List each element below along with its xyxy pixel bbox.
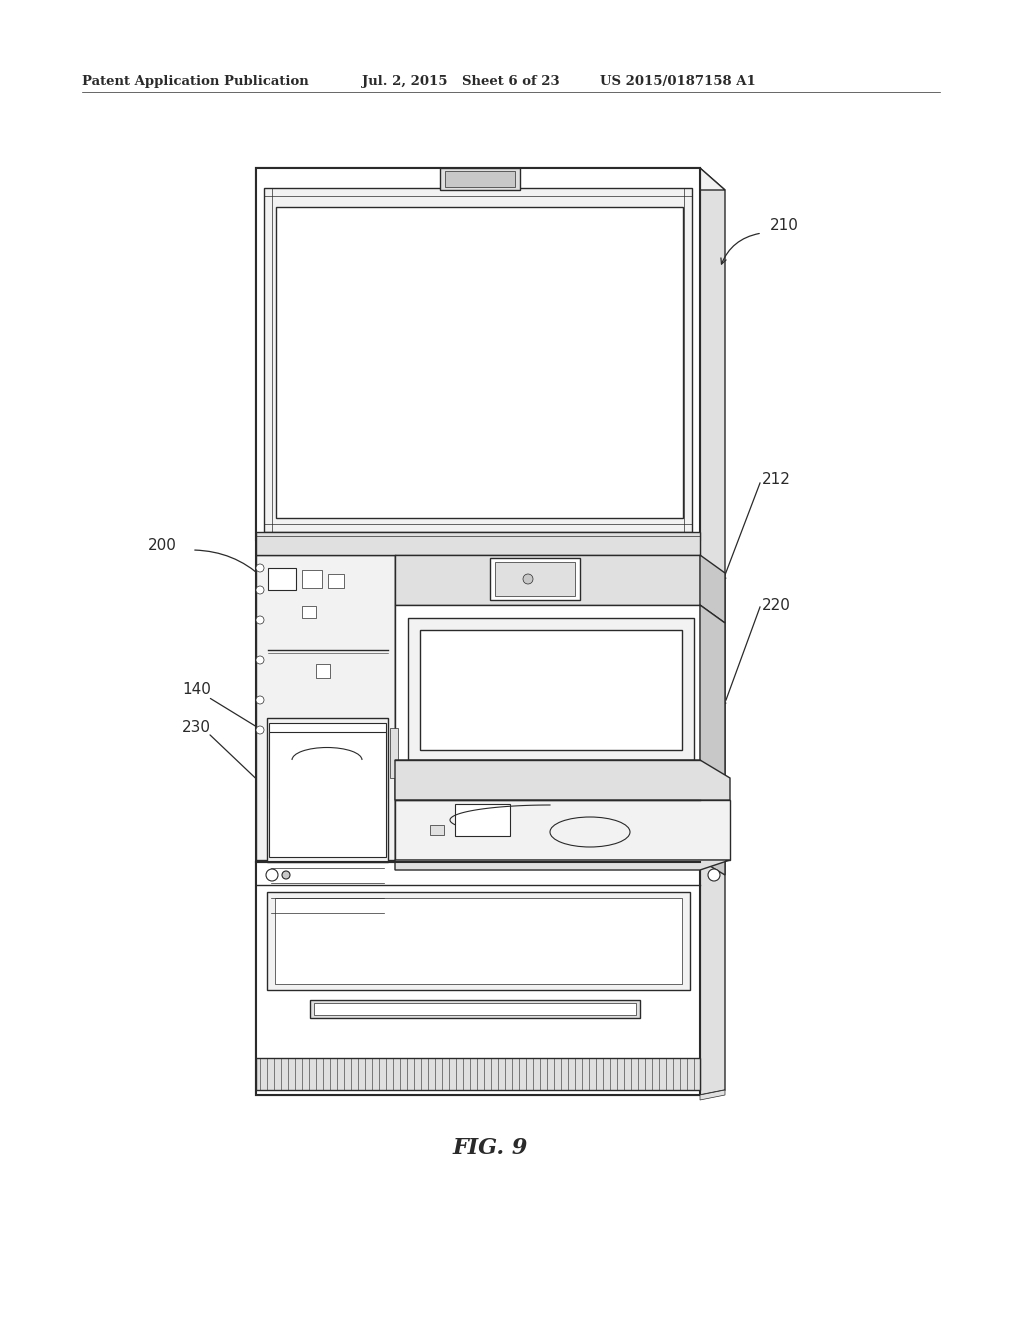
Circle shape [256, 696, 264, 704]
Bar [310, 1001, 640, 1018]
Text: 140: 140 [182, 682, 211, 697]
Bar [302, 606, 316, 618]
Bar [256, 168, 700, 1096]
Bar [445, 172, 515, 187]
Text: US 2015/0187158 A1: US 2015/0187158 A1 [600, 75, 756, 88]
Circle shape [708, 869, 720, 880]
Text: 220: 220 [762, 598, 791, 612]
Circle shape [256, 616, 264, 624]
Circle shape [266, 869, 278, 880]
Bar [395, 605, 700, 861]
Bar [256, 1059, 700, 1090]
Bar [390, 729, 398, 777]
Polygon shape [256, 168, 725, 190]
Polygon shape [700, 1090, 725, 1100]
Bar [267, 892, 690, 990]
Bar [490, 558, 580, 601]
Bar [408, 618, 694, 760]
Text: 230: 230 [182, 721, 211, 735]
Circle shape [256, 656, 264, 664]
Bar [316, 664, 330, 678]
Bar [256, 168, 700, 540]
Bar [395, 554, 700, 605]
Text: Sheet 6 of 23: Sheet 6 of 23 [462, 75, 560, 88]
Text: Jul. 2, 2015: Jul. 2, 2015 [362, 75, 447, 88]
Polygon shape [700, 168, 725, 1096]
Bar [256, 532, 700, 554]
Text: FIG. 9: FIG. 9 [453, 1137, 527, 1159]
Bar [420, 630, 682, 750]
Bar [328, 574, 344, 587]
Circle shape [523, 574, 534, 583]
Bar [269, 723, 386, 799]
Polygon shape [700, 605, 725, 875]
Bar [302, 570, 322, 587]
Polygon shape [395, 861, 730, 870]
Ellipse shape [550, 817, 630, 847]
Bar [314, 1003, 636, 1015]
Bar [430, 825, 444, 836]
Bar [267, 718, 388, 862]
Bar [256, 862, 700, 1096]
Text: 210: 210 [770, 218, 799, 232]
Bar [275, 898, 682, 983]
Bar [269, 733, 386, 857]
Bar [276, 207, 683, 517]
Bar [440, 168, 520, 190]
Circle shape [256, 564, 264, 572]
Bar [268, 568, 296, 590]
Bar [455, 804, 510, 836]
Bar [495, 562, 575, 597]
Circle shape [256, 586, 264, 594]
Text: 200: 200 [148, 537, 177, 553]
Polygon shape [395, 760, 730, 800]
Text: Patent Application Publication: Patent Application Publication [82, 75, 309, 88]
Polygon shape [395, 800, 730, 861]
Text: 212: 212 [762, 473, 791, 487]
Circle shape [256, 726, 264, 734]
Bar [264, 187, 692, 532]
Bar [256, 554, 395, 861]
Polygon shape [700, 554, 725, 623]
Circle shape [282, 871, 290, 879]
